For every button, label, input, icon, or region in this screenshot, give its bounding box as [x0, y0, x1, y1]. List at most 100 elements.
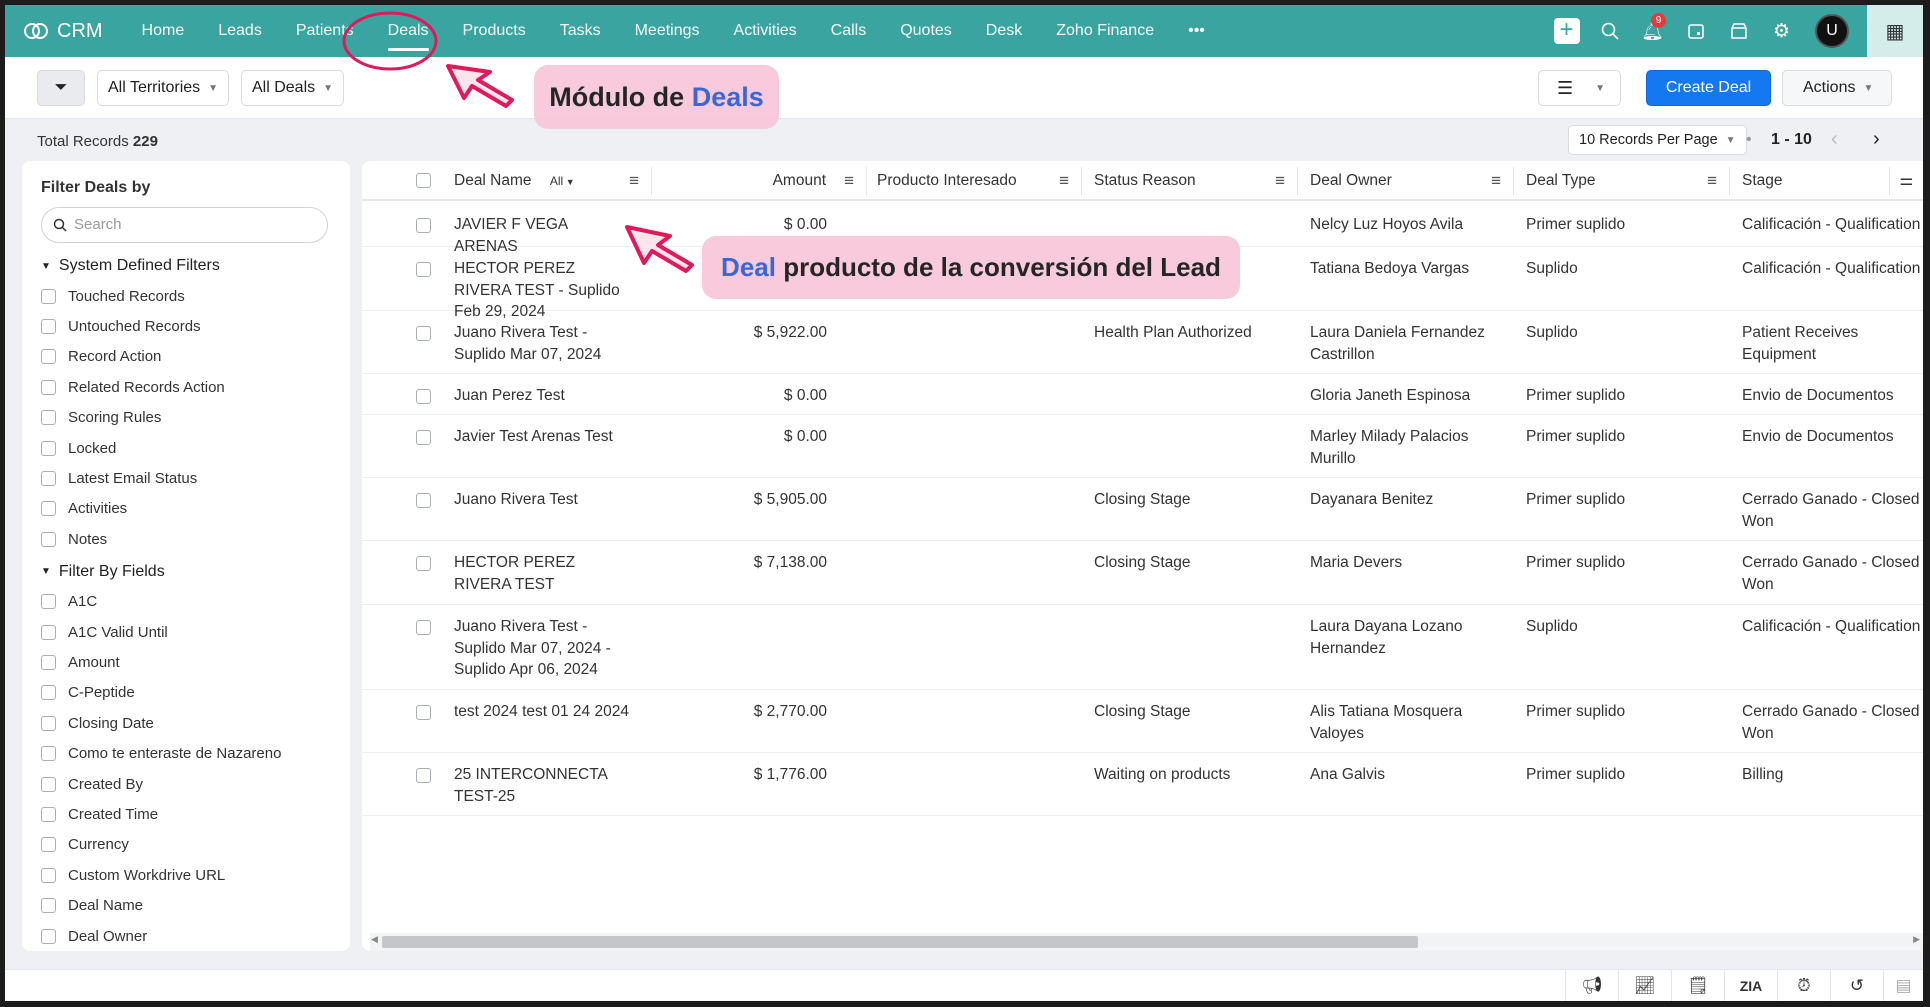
column-menu-icon[interactable]: ≡ [844, 171, 854, 190]
filter-option[interactable]: Closing Date [22, 708, 350, 738]
filter-option[interactable]: Latest Email Status [22, 463, 350, 493]
announcement-icon[interactable]: 📢︎ [1565, 970, 1618, 1001]
cell-name[interactable]: 25 INTERCONNECTA TEST-25 [454, 766, 608, 805]
select-all-checkbox[interactable] [416, 173, 431, 188]
filter-option[interactable]: A1C [22, 587, 350, 617]
checkbox[interactable] [41, 624, 56, 640]
table-row[interactable]: test 2024 test 01 24 2024 $ 2,770.00 Closi… [362, 690, 1923, 753]
column-settings-icon[interactable]: ⚌ [1899, 172, 1914, 189]
column-menu-icon[interactable]: ≡ [1059, 171, 1069, 190]
cell-name[interactable]: Juano Rivera Test - Suplido Mar 07, 2024 [454, 324, 602, 363]
cell-name[interactable]: Javier Test Arenas Test [454, 428, 613, 445]
nav-quotes[interactable]: Quotes [900, 22, 952, 39]
scrollbar-thumb[interactable] [382, 936, 1418, 948]
checkbox[interactable] [41, 440, 56, 456]
checkbox[interactable] [41, 379, 56, 395]
filter-option[interactable]: Currency [22, 830, 350, 860]
row-checkbox[interactable] [416, 389, 431, 404]
nav-calls[interactable]: Calls [830, 22, 867, 39]
table-row[interactable]: Juano Rivera Test $ 5,905.00 Closing Stage… [362, 478, 1923, 541]
column-menu-icon[interactable]: ≡ [1491, 171, 1501, 190]
checkbox[interactable] [41, 594, 56, 610]
nav-desk[interactable]: Desk [985, 22, 1023, 39]
col-deal-type[interactable]: Deal Type ≡ [1514, 167, 1730, 195]
checkbox[interactable] [41, 776, 56, 792]
checkbox[interactable] [41, 685, 56, 701]
actions-dropdown[interactable]: Actions ▼ [1782, 70, 1892, 106]
filter-option[interactable]: Notes [22, 524, 350, 554]
nav-zoho-finance[interactable]: Zoho Finance [1056, 22, 1155, 39]
calendar-button[interactable] [1674, 5, 1717, 57]
col-producto[interactable]: Producto Interesado ≡ [867, 167, 1082, 195]
nav-tasks[interactable]: Tasks [559, 22, 601, 39]
zia-icon[interactable]: ZIA [1724, 970, 1777, 1001]
cell-name[interactable]: Juan Perez Test [454, 387, 565, 404]
table-row[interactable]: Juano Rivera Test - Suplido Mar 07, 2024… [362, 311, 1923, 374]
table-row[interactable]: HECTOR PEREZ RIVERA TEST - Suplido Feb 2… [362, 247, 1923, 320]
filter-option[interactable]: Record Action [22, 342, 350, 372]
checkbox[interactable] [41, 531, 56, 547]
checkbox[interactable] [41, 288, 56, 304]
row-checkbox[interactable] [416, 262, 431, 277]
checkbox[interactable] [41, 715, 56, 731]
checkbox[interactable] [41, 746, 56, 762]
recent-items-icon[interactable]: ▤ [1883, 970, 1923, 1001]
row-checkbox[interactable] [416, 218, 431, 233]
col-deal-owner[interactable]: Deal Owner ≡ [1298, 167, 1514, 195]
notes-icon[interactable]: 🗒︎ [1671, 970, 1724, 1001]
crm-logo[interactable]: CRM [23, 20, 103, 43]
cell-name[interactable]: HECTOR PEREZ RIVERA TEST - Suplido Feb 2… [454, 260, 620, 320]
table-row[interactable]: Javier Test Arenas Test $ 0.00 Marley Mila… [362, 415, 1923, 478]
checkbox[interactable] [41, 806, 56, 822]
name-filter[interactable]: All [549, 174, 564, 188]
marketplace-button[interactable] [1717, 5, 1760, 57]
checkbox[interactable] [41, 349, 56, 365]
history-icon[interactable]: ↺ [1830, 970, 1883, 1001]
checkbox[interactable] [41, 319, 56, 335]
row-checkbox[interactable] [416, 430, 431, 445]
alarm-clock-icon[interactable]: ⏰︎ [1777, 970, 1830, 1001]
filter-option[interactable]: Deal Name [22, 890, 350, 920]
quick-create-button[interactable]: + [1545, 5, 1588, 57]
nav-home[interactable]: Home [141, 22, 185, 39]
prev-page-button[interactable]: ‹ [1831, 128, 1838, 150]
create-deal-button[interactable]: Create Deal [1646, 70, 1771, 106]
filter-option[interactable]: Activities [22, 494, 350, 524]
nav-products[interactable]: Products [462, 22, 526, 39]
row-checkbox[interactable] [416, 493, 431, 508]
column-menu-icon[interactable]: ≡ [1707, 171, 1717, 190]
filter-option[interactable]: Locked [22, 433, 350, 463]
search-button[interactable] [1588, 5, 1631, 57]
nav-meetings[interactable]: Meetings [634, 22, 700, 39]
col-stage[interactable]: Stage [1730, 167, 1890, 195]
cell-name[interactable]: Juano Rivera Test [454, 491, 578, 508]
checkbox[interactable] [41, 898, 56, 914]
table-row[interactable]: HECTOR PEREZ RIVERA TEST $ 7,138.00 Closin… [362, 541, 1923, 605]
settings-button[interactable]: ⚙︎ [1760, 5, 1803, 57]
filter-option[interactable]: Como te enteraste de Nazareno [22, 738, 350, 768]
filter-option[interactable]: Related Records Action [22, 372, 350, 402]
col-deal-name[interactable]: Deal Name All ▼ ≡ [454, 167, 652, 195]
records-per-page-dropdown[interactable]: 10 Records Per Page ▼ [1568, 125, 1747, 155]
cell-name[interactable]: test 2024 test 01 24 2024 [454, 703, 629, 720]
analytics-icon[interactable]: 📈︎ [1618, 970, 1671, 1001]
cell-name[interactable]: Juano Rivera Test - Suplido Mar 07, 2024… [454, 618, 611, 678]
checkbox[interactable] [41, 471, 56, 487]
column-menu-icon[interactable]: ≡ [629, 171, 639, 190]
checkbox[interactable] [41, 837, 56, 853]
cell-name[interactable]: JAVIER F VEGA ARENAS [454, 216, 568, 255]
filter-toggle-button[interactable]: ⏷ [37, 70, 85, 106]
nav-leads[interactable]: Leads [218, 22, 262, 39]
filter-option[interactable]: Created Time [22, 799, 350, 829]
field-filters-section[interactable]: ▼ Filter By Fields [22, 557, 350, 587]
col-amount[interactable]: Amount ≡ [652, 167, 867, 195]
notifications-button[interactable]: 🔔︎ 9 [1631, 5, 1674, 57]
filter-option[interactable]: Deal Owner [22, 921, 350, 951]
checkbox[interactable] [41, 867, 56, 883]
filter-option[interactable]: Created By [22, 769, 350, 799]
table-row[interactable]: Juan Perez Test $ 0.00 Gloria Janeth Espin… [362, 374, 1923, 415]
filter-option[interactable]: Custom Workdrive URL [22, 860, 350, 890]
view-dropdown[interactable]: All Deals ▼ [241, 70, 345, 106]
row-checkbox[interactable] [416, 705, 431, 720]
row-checkbox[interactable] [416, 556, 431, 571]
